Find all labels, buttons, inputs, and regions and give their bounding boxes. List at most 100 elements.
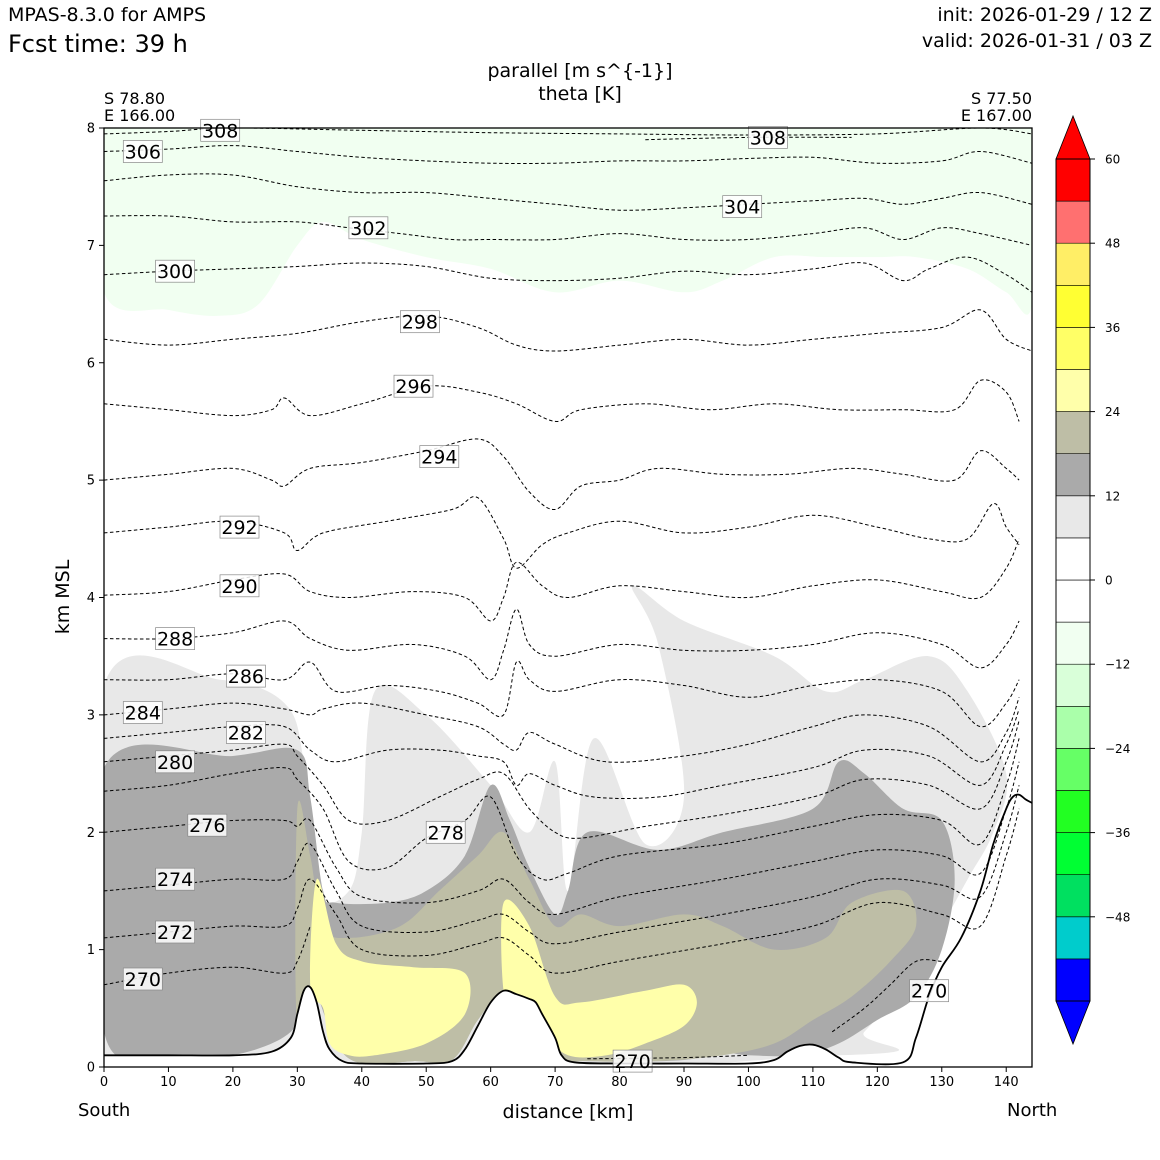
wind-region-yellow-4	[309, 878, 471, 1057]
theta-label-text: 290	[221, 576, 257, 598]
theta-label-288-11: 288	[155, 627, 195, 651]
x-tick-label-120: 120	[865, 1075, 890, 1090]
theta-label-276-5: 276	[187, 813, 228, 837]
x-tick-label-140: 140	[994, 1075, 1019, 1090]
theta-label-box	[425, 820, 466, 844]
terrain-line	[104, 793, 1032, 1066]
theta-contour-296-15	[104, 379, 1020, 422]
theta-contour-290-12	[104, 538, 1020, 622]
x-tick-label-20: 20	[225, 1075, 242, 1090]
theta-label-306-20: 306	[122, 140, 163, 164]
x-tick-label-70: 70	[547, 1075, 564, 1090]
y-tick-label-8: 8	[87, 122, 95, 137]
colorbar-tick-label-12: 12	[1105, 489, 1120, 503]
y-tick-label-3: 3	[87, 708, 95, 723]
theta-contour-labels: 270 270 270 272 274 276 278 280 282 284 286 288 290 2…	[122, 118, 949, 1073]
theta-label-284-9: 284	[122, 701, 163, 725]
theta-label-box	[155, 867, 195, 891]
end-latitude: S 77.50	[970, 89, 1032, 108]
x-tick-label-40: 40	[354, 1075, 371, 1090]
y-tick-label-2: 2	[87, 826, 95, 841]
theta-label-270-1: 270	[612, 1049, 653, 1073]
x-tick-label-110: 110	[800, 1075, 825, 1090]
wind-shading	[104, 128, 1032, 1067]
theta-label-text: 270	[911, 981, 947, 1003]
theta-label-text: 274	[157, 869, 193, 891]
y-tick-label-0: 0	[87, 1061, 95, 1076]
colorbar-segment--54	[1055, 916, 1091, 960]
theta-label-294-14: 294	[419, 445, 460, 469]
colorbar-segment-12	[1055, 453, 1091, 497]
colorbar-tick-label-36: 36	[1105, 321, 1120, 335]
terrain	[104, 793, 1032, 1067]
theta-label-box	[419, 445, 460, 468]
theta-label-box	[226, 721, 266, 744]
terrain-fill	[104, 794, 1032, 1067]
colorbar-segment--12	[1055, 621, 1091, 665]
colorbar: 60 48 36 24 12 0 −12 −24 −36 −48	[1055, 114, 1130, 1046]
y-tick-label-7: 7	[87, 239, 95, 254]
theta-label-292-13: 292	[219, 515, 260, 539]
theta-contour-304-19	[104, 173, 1032, 211]
theta-label-280-7: 280	[155, 750, 195, 774]
x-tick-label-30: 30	[289, 1075, 306, 1090]
theta-label-text: 300	[157, 261, 193, 283]
theta-contour-274-4	[104, 785, 1020, 945]
theta-label-text: 294	[421, 447, 457, 469]
theta-label-text: 270	[125, 969, 161, 991]
theta-label-box	[722, 195, 763, 218]
colorbar-segment--42	[1055, 832, 1091, 875]
theta-label-box	[348, 216, 389, 240]
x-tick-label-50: 50	[418, 1075, 435, 1090]
theta-contour-278-6	[104, 738, 1020, 881]
theta-label-308-21: 308	[200, 118, 241, 142]
x-tick-label-90: 90	[676, 1075, 693, 1090]
start-coordinates: S 78.80 E 166.00	[104, 90, 175, 124]
theta-label-text: 296	[395, 376, 431, 398]
colorbar-segment--24	[1055, 705, 1091, 749]
x-tick-label-10: 10	[160, 1075, 177, 1090]
colorbar-tick-label-48: 48	[1105, 237, 1120, 251]
theta-contour-272-3	[104, 808, 1020, 974]
theta-label-text: 288	[157, 629, 193, 651]
theta-label-box	[748, 126, 788, 149]
colorbar-tick-label-0: 0	[1105, 574, 1113, 588]
forecast-time: Fcst time: 39 h	[8, 30, 188, 58]
theta-label-text: 292	[221, 517, 257, 539]
colorbar-tick-label--48: −48	[1105, 910, 1130, 924]
colorbar-segment--60	[1055, 958, 1091, 1002]
theta-label-box	[400, 310, 440, 334]
theta-contour-300-17	[104, 256, 1032, 293]
end-longitude: E 167.00	[960, 106, 1032, 125]
theta-label-box	[122, 967, 163, 991]
colorbar-tick-label--36: −36	[1105, 826, 1130, 840]
theta-label-box	[155, 750, 195, 774]
colorbar-segment-6	[1055, 495, 1091, 539]
theta-label-282-8: 282	[226, 721, 266, 745]
theta-label-272-3: 272	[155, 920, 195, 944]
x-tick-label-80: 80	[611, 1075, 628, 1090]
colorbar-segment--48	[1055, 874, 1091, 918]
colorbar-segment--6	[1055, 579, 1091, 623]
theta-label-box	[122, 701, 163, 724]
theta-contour-302-18	[104, 215, 1032, 246]
y-axis-label: km MSL	[52, 559, 74, 634]
chart-title-wind: parallel [m s^{-1}]	[487, 60, 673, 82]
colorbar-tick-label--24: −24	[1105, 742, 1130, 756]
theta-label-278-6: 278	[425, 820, 466, 844]
theta-label-290-12: 290	[219, 574, 260, 598]
theta-contour-308-21	[104, 128, 1032, 136]
theta-label-270-2: 270	[909, 979, 949, 1003]
colorbar-segment--30	[1055, 748, 1091, 791]
theta-label-text: 284	[125, 703, 161, 725]
theta-label-box	[909, 979, 949, 1003]
colorbar-segment-48	[1055, 200, 1091, 244]
theta-label-box	[219, 574, 260, 598]
theta-label-text: 280	[157, 752, 193, 774]
north-end-label: North	[1007, 1100, 1058, 1121]
y-tick-label-4: 4	[87, 591, 95, 606]
theta-contour-294-14	[104, 438, 1020, 511]
x-tick-label-0: 0	[100, 1075, 108, 1090]
theta-label-text: 306	[125, 142, 161, 164]
